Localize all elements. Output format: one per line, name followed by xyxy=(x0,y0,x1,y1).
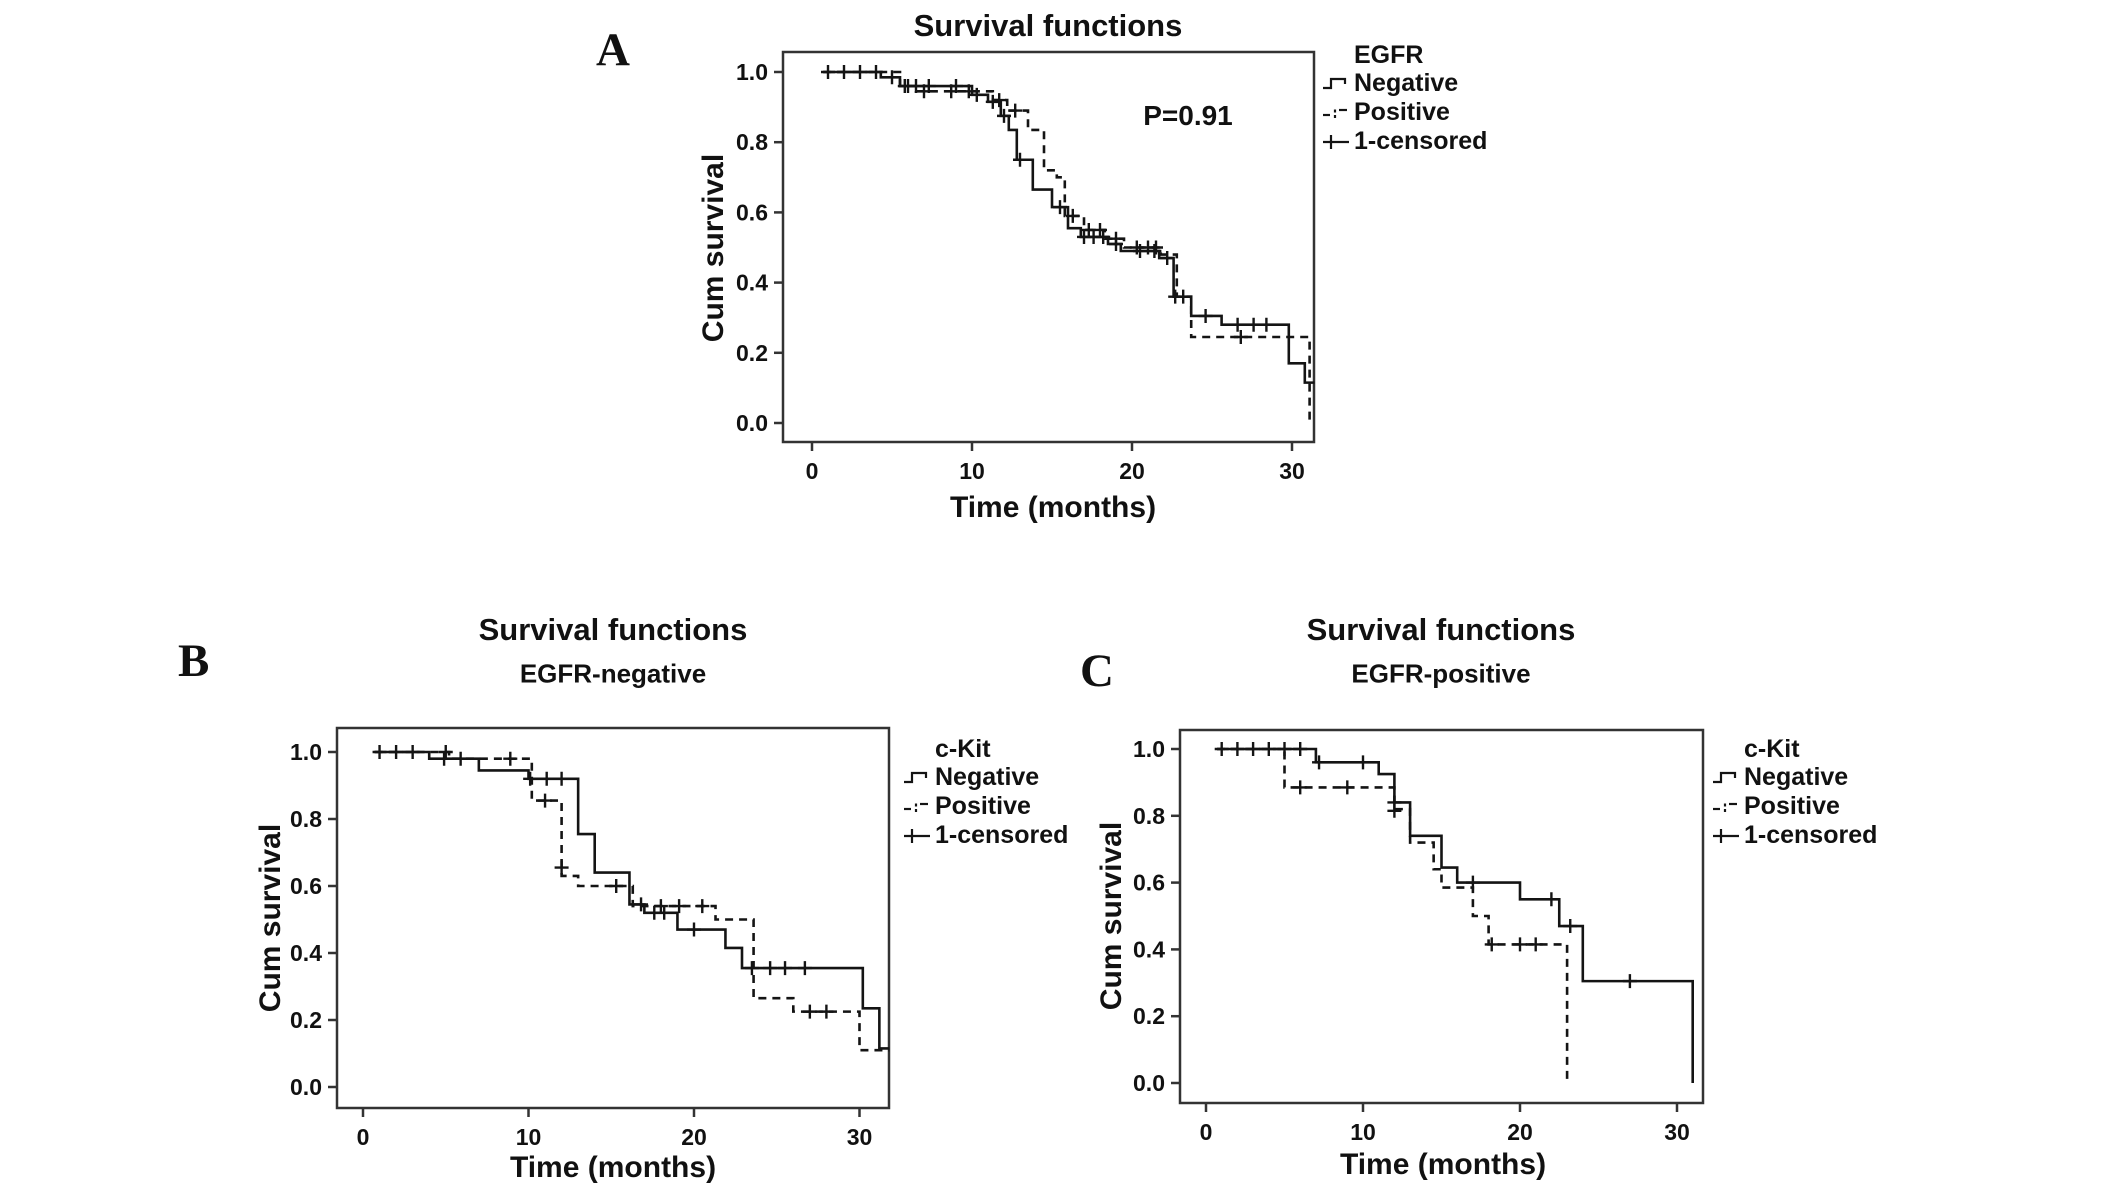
legend-item-label: 1-censored xyxy=(935,821,1069,849)
solid-step-line-icon xyxy=(904,771,928,783)
panel-b-subtitle: EGFR-negative xyxy=(519,658,707,689)
svg-text:0: 0 xyxy=(1200,1119,1213,1145)
legend-item-positive: Positive xyxy=(903,792,1068,821)
dashed-step-line-icon xyxy=(1713,802,1737,812)
legend-item-negative: Negative xyxy=(903,763,1068,792)
panel-c-survival-chart: 0.0 0.2 0.4 0.6 0.8 1.0 0 10 20 30 xyxy=(1133,728,1705,1145)
svg-text:10: 10 xyxy=(959,458,985,484)
svg-text:0.8: 0.8 xyxy=(1133,803,1165,829)
panel-c-subtitle: EGFR-positive xyxy=(1351,658,1531,689)
svg-text:0.2: 0.2 xyxy=(1133,1003,1165,1029)
legend-item-label: Positive xyxy=(935,792,1031,820)
svg-text:0.0: 0.0 xyxy=(1133,1070,1165,1096)
censored-plus-icon xyxy=(1713,828,1739,843)
panel-c-letter: C xyxy=(1080,645,1114,697)
legend-item-label: 1-censored xyxy=(1354,127,1488,155)
svg-text:0.6: 0.6 xyxy=(1133,870,1165,896)
panel-a-x-axis-title: Time (months) xyxy=(949,491,1157,524)
svg-text:10: 10 xyxy=(1350,1119,1376,1145)
legend-item-censored: 1-censored xyxy=(903,821,1068,850)
panel-a-survival-chart: 0.0 0.2 0.4 0.6 0.8 1.0 0 10 20 30 xyxy=(736,50,1316,484)
panel-b-legend: c-Kit Negative Positive 1-censored xyxy=(903,735,1068,850)
panel-a-legend-title: EGFR xyxy=(1354,40,1424,69)
svg-text:20: 20 xyxy=(1507,1119,1533,1145)
panel-b-y-axis-title: Cum survival xyxy=(254,823,287,1013)
panel-c-y-axis-title: Cum survival xyxy=(1095,821,1128,1011)
dashed-step-line-icon xyxy=(1323,108,1347,118)
svg-text:1.0: 1.0 xyxy=(736,59,768,85)
legend-item-censored: 1-censored xyxy=(1322,127,1487,156)
panel-c-legend-title: c-Kit xyxy=(1744,734,1800,763)
panel-b-letter: B xyxy=(178,635,210,687)
dashed-step-line-icon xyxy=(904,802,928,812)
legend-item-label: 1-censored xyxy=(1744,821,1878,849)
panel-c-x-axis-title: Time (months) xyxy=(1339,1148,1547,1181)
svg-text:0.8: 0.8 xyxy=(290,806,322,832)
svg-text:0.2: 0.2 xyxy=(290,1007,322,1033)
svg-text:1.0: 1.0 xyxy=(1133,736,1165,762)
svg-text:10: 10 xyxy=(516,1124,542,1150)
svg-text:0.6: 0.6 xyxy=(290,873,322,899)
panel-c-title: Survival functions xyxy=(1306,611,1576,647)
legend-item-label: Negative xyxy=(935,763,1040,791)
svg-text:0.4: 0.4 xyxy=(1133,936,1165,962)
panel-b-survival-chart: 0.0 0.2 0.4 0.6 0.8 1.0 0 10 20 30 xyxy=(290,726,891,1150)
legend-item-label: Negative xyxy=(1744,763,1849,791)
panel-b-legend-title: c-Kit xyxy=(935,734,991,763)
solid-step-line-icon xyxy=(1713,771,1737,783)
solid-step-line-icon xyxy=(1323,77,1347,89)
svg-text:30: 30 xyxy=(1664,1119,1690,1145)
legend-item-label: Positive xyxy=(1354,98,1450,126)
svg-text:0: 0 xyxy=(357,1124,370,1150)
svg-text:0.0: 0.0 xyxy=(736,410,768,436)
svg-text:30: 30 xyxy=(847,1124,873,1150)
svg-text:0.6: 0.6 xyxy=(736,199,768,225)
legend-item-negative: Negative xyxy=(1322,69,1487,98)
legend-item-censored: 1-censored xyxy=(1712,821,1877,850)
svg-text:1.0: 1.0 xyxy=(290,739,322,765)
censored-plus-icon xyxy=(904,828,930,843)
panel-b-title: Survival functions xyxy=(478,611,748,647)
panel-b-x-axis-title: Time (months) xyxy=(509,1151,717,1184)
panel-a-title: Survival functions xyxy=(913,7,1183,43)
svg-text:20: 20 xyxy=(681,1124,707,1150)
panel-a-legend: EGFR Negative Positive 1-censored xyxy=(1322,41,1487,156)
svg-text:0: 0 xyxy=(806,458,819,484)
svg-text:20: 20 xyxy=(1119,458,1145,484)
svg-text:0.4: 0.4 xyxy=(736,270,768,296)
panel-a-y-axis-title: Cum survival xyxy=(697,153,730,343)
legend-item-positive: Positive xyxy=(1322,98,1487,127)
legend-item-positive: Positive xyxy=(1712,792,1877,821)
svg-text:0.8: 0.8 xyxy=(736,129,768,155)
svg-text:0.0: 0.0 xyxy=(290,1074,322,1100)
censored-plus-icon xyxy=(1323,134,1349,149)
svg-text:30: 30 xyxy=(1279,458,1305,484)
panel-a-pvalue: P=0.91 xyxy=(1143,100,1233,131)
panel-c-legend: c-Kit Negative Positive 1-censored xyxy=(1712,735,1877,850)
legend-item-negative: Negative xyxy=(1712,763,1877,792)
legend-item-label: Negative xyxy=(1354,69,1459,97)
panel-a-letter: A xyxy=(596,24,630,76)
svg-text:0.4: 0.4 xyxy=(290,940,322,966)
svg-text:0.2: 0.2 xyxy=(736,340,768,366)
legend-item-label: Positive xyxy=(1744,792,1840,820)
